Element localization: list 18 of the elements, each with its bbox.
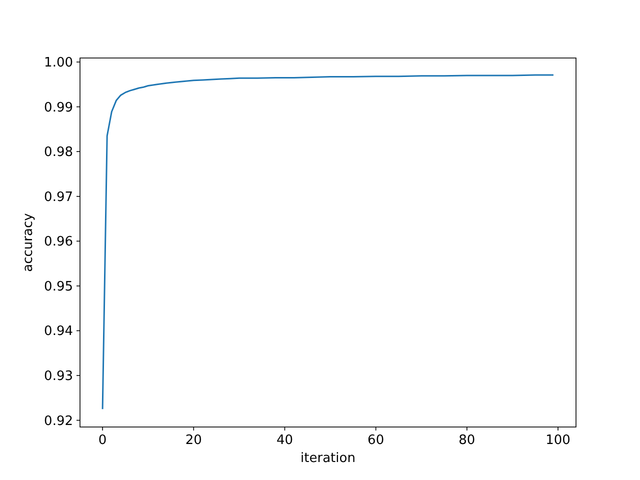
x-tick-label: 100 [546, 433, 570, 448]
x-axis-title: iteration [300, 451, 356, 466]
y-tick-label: 0.95 [44, 279, 73, 294]
x-tick-label: 60 [368, 433, 384, 448]
y-axis-title: accuracy [21, 212, 36, 272]
y-tick-label: 0.98 [44, 145, 73, 160]
x-tick-label: 40 [276, 433, 294, 448]
y-tick-label: 0.94 [44, 324, 73, 340]
x-tick-label: 20 [185, 433, 202, 448]
line-series [102, 74, 554, 410]
y-tick-label: 1.00 [44, 56, 73, 71]
y-tick-label: 0.96 [44, 234, 73, 250]
y-tick-label: 0.97 [44, 190, 73, 205]
y-tick-label: 0.99 [44, 100, 73, 116]
y-tick-label: 0.93 [44, 369, 73, 384]
x-tick-label: 0 [98, 433, 107, 448]
x-tick-label: 80 [458, 433, 476, 448]
y-tick-label: 0.92 [44, 414, 73, 429]
